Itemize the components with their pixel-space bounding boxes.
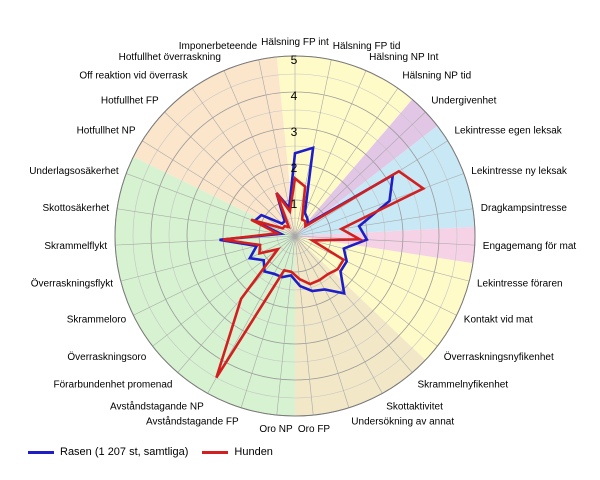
category-label-0: Hälsning FP int (261, 37, 329, 48)
spoke-2 (294, 70, 367, 237)
spoke-24 (117, 208, 296, 237)
category-label-23: Skrammelflykt (44, 241, 107, 252)
spoke-21 (133, 235, 296, 316)
tick-label-5: 5 (291, 53, 298, 67)
category-label-9: Lekintresse föraren (477, 279, 563, 290)
legend-swatch-rasen (28, 450, 54, 454)
spoke-14 (294, 235, 350, 408)
category-label-10: Kontakt vid mat (464, 314, 533, 325)
category-label-12: Skrammelnyfikenhet (418, 380, 509, 391)
radial-tick-labels: 1 2 3 4 5 (291, 53, 298, 211)
sector-band-6 (114, 156, 296, 416)
category-label-26: Hotfullhet NP (77, 126, 136, 137)
spoke-16 (276, 235, 296, 416)
spoke-20 (152, 235, 296, 347)
spoke-10 (294, 235, 457, 316)
category-label-15: Oro FP (298, 424, 331, 435)
spoke-12 (294, 235, 413, 373)
tick-label-2: 2 (291, 161, 298, 175)
spoke-27 (164, 111, 296, 237)
category-label-25: Underlagsosäkerhet (29, 166, 119, 177)
spoke-7 (294, 208, 473, 237)
category-label-20: Överraskningsoro (67, 351, 146, 363)
category-label-14: Undersökning av annat (351, 416, 454, 427)
spoke-23 (115, 235, 296, 246)
category-label-30: Imponerbeteende (179, 41, 258, 52)
category-label-22: Överraskningsflykt (31, 278, 113, 290)
spoke-15 (294, 235, 314, 416)
category-label-18: Avståndstagande NP (110, 400, 204, 412)
category-label-17: Avståndstagande FP (146, 415, 239, 427)
category-label-2: Hälsning NP Int (369, 52, 439, 63)
category-label-7: Dragkampsintresse (481, 203, 568, 214)
legend-swatch-hunden (202, 450, 229, 454)
sector-band-0 (276, 56, 413, 237)
category-label-5: Lekintresse egen leksak (455, 126, 563, 137)
category-label-16: Oro NP (259, 424, 293, 435)
series-group (215, 145, 426, 379)
spoke-3 (294, 88, 399, 237)
series-line-0 (219, 145, 395, 296)
category-label-13: Skottaktivitet (386, 401, 443, 412)
category-label-19: Förarbundenhet promenad (54, 380, 173, 391)
category-label-27: Hotfullhet FP (101, 96, 159, 107)
sector-band-7 (133, 56, 295, 236)
category-label-29: Hotfullhet överraskning (119, 52, 221, 63)
spoke-6 (294, 173, 464, 237)
category-label-3: Hälsning NP tid (402, 71, 471, 82)
spoke-8 (294, 235, 475, 246)
outer-ring (114, 55, 476, 417)
tick-label-1: 1 (291, 197, 298, 211)
spoke-26 (142, 140, 296, 237)
spoke-19 (177, 235, 296, 373)
category-label-6: Lekintresse ny leksak (471, 166, 568, 177)
category-label-8: Engagemang för mat (483, 241, 577, 252)
legend-label-rasen: Rasen (1 207 st, samtliga) (60, 446, 189, 458)
tick-label-3: 3 (291, 125, 298, 139)
legend-item-rasen: Rasen (1 207 st, samtliga) (28, 446, 188, 458)
category-label-4: Undergivenhet (431, 96, 496, 107)
spoke-17 (240, 235, 296, 408)
spoke-11 (294, 235, 438, 347)
category-label-1: Hälsning FP tid (333, 41, 401, 52)
category-label-11: Överraskningsnyfikenhet (444, 351, 554, 363)
legend-label-hunden: Hunden (234, 446, 273, 458)
series-line-1 (215, 169, 426, 379)
spoke-9 (294, 235, 470, 282)
spoke-4 (294, 111, 426, 237)
legend: Rasen (1 207 st, samtliga) Hunden (28, 446, 287, 458)
spoke-22 (120, 235, 296, 282)
spoke-28 (191, 88, 296, 237)
category-label-28: Off reaktion vid överrask (79, 71, 188, 82)
sector-band-3 (295, 226, 475, 264)
sector-band-5 (295, 236, 426, 416)
category-label-21: Skrammeloro (67, 314, 127, 325)
spoke-13 (294, 235, 383, 394)
tick-label-4: 4 (291, 89, 298, 103)
category-label-24: Skottosäkerhet (42, 203, 109, 214)
legend-item-hunden: Hunden (202, 446, 273, 458)
